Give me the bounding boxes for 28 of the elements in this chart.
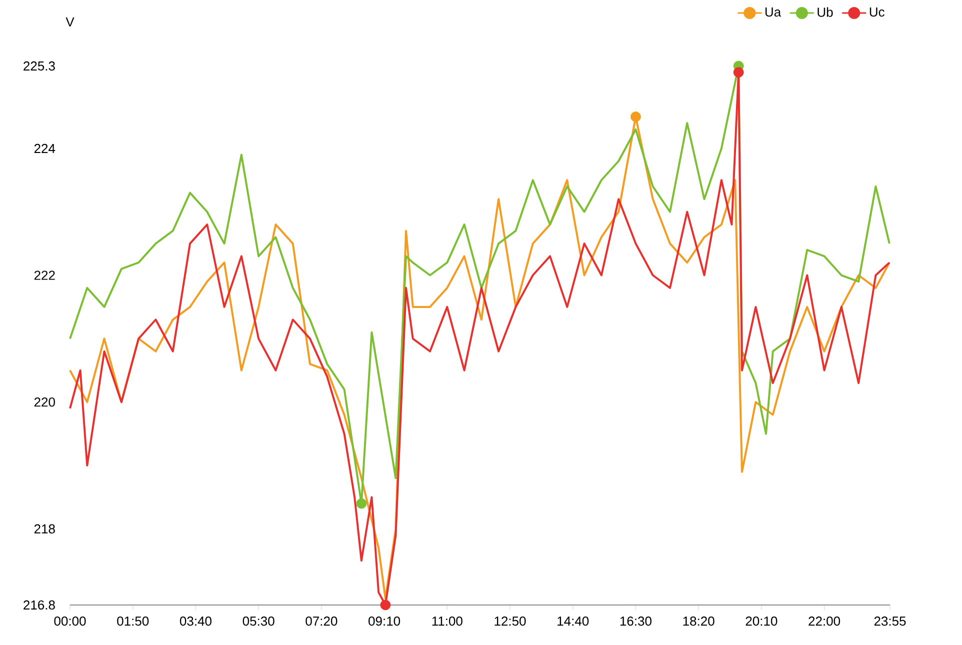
y-tick-label: 224: [34, 144, 56, 153]
x-tick-label: 22:00: [808, 616, 840, 626]
x-tick-label: 14:40: [558, 616, 589, 626]
y-tick-label: 222: [34, 270, 55, 280]
x-tick-label: 16:30: [620, 616, 652, 626]
point: [733, 67, 744, 78]
point: [630, 112, 641, 122]
x-tick-label: 07:20: [306, 616, 338, 626]
x-tick-label: 20:10: [746, 616, 778, 626]
x-tick-label: 11:00: [432, 616, 462, 626]
point: [356, 498, 367, 509]
y-tick-label: 220: [34, 397, 55, 407]
x-tick-label: 00:00: [54, 616, 86, 626]
y-tick-label: 216.8: [24, 600, 55, 610]
legend-label: Uc: [870, 8, 884, 17]
legend-label: Ub: [818, 7, 833, 17]
y-axis-title: V: [66, 17, 74, 26]
x-tick-label: 09:10: [368, 616, 400, 626]
legend-label: Ua: [765, 8, 782, 17]
x-tick-label: 23:55: [874, 616, 906, 626]
x-tick-label: 03:40: [180, 616, 212, 626]
y-tick-label: 218: [34, 524, 55, 534]
x-tick-label: 12:50: [494, 616, 526, 626]
x-tick-label: 01:50: [117, 616, 149, 626]
point: [380, 600, 391, 610]
y-tick-label: 225.3: [24, 61, 55, 71]
x-tick-label: 18:20: [683, 616, 714, 626]
x-tick-label: 05:30: [242, 616, 274, 626]
